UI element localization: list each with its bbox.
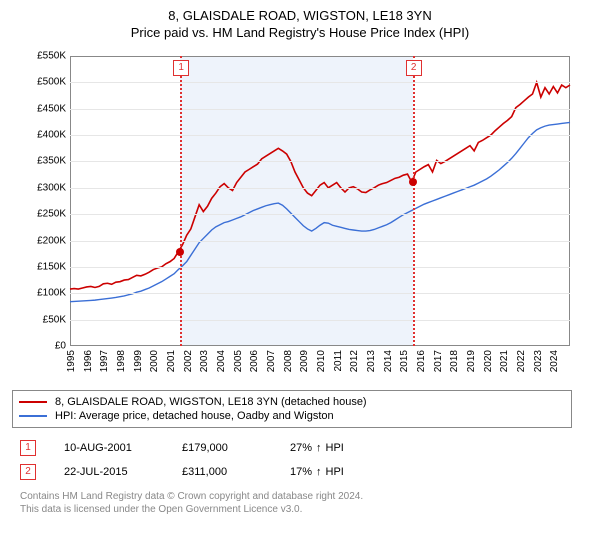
sale-row: 1 10-AUG-2001 £179,000 27% ↑ HPI — [20, 436, 580, 460]
arrow-up-icon: ↑ — [316, 466, 322, 478]
page-title-line2: Price paid vs. HM Land Registry's House … — [12, 25, 588, 40]
y-axis-tick-label: £350K — [26, 156, 66, 167]
sale-delta-label: HPI — [326, 466, 344, 478]
footer-line1: Contains HM Land Registry data © Crown c… — [20, 490, 580, 503]
y-axis-tick-label: £200K — [26, 235, 66, 246]
sale-marker-box: 1 — [173, 60, 189, 76]
y-axis-tick-label: £150K — [26, 261, 66, 272]
sale-point-dot — [409, 178, 417, 186]
chart: £0 £50K £100K £150K £200K £250K £300K £350K £400… — [20, 46, 580, 386]
y-gridline — [70, 293, 570, 294]
x-axis-tick-label: 2014 — [383, 350, 394, 372]
sale-delta: 27% ↑ HPI — [290, 442, 344, 454]
y-axis-tick-label: £300K — [26, 182, 66, 193]
sale-delta-pct: 17% — [290, 466, 312, 478]
y-axis-tick-label: £450K — [26, 103, 66, 114]
sale-delta-pct: 27% — [290, 442, 312, 454]
x-axis-tick-label: 1999 — [133, 350, 144, 372]
y-gridline — [70, 82, 570, 83]
x-axis-tick-label: 2007 — [266, 350, 277, 372]
x-axis-tick-label: 2001 — [166, 350, 177, 372]
x-axis-tick-label: 2009 — [299, 350, 310, 372]
sale-point-dot — [176, 248, 184, 256]
x-axis-tick-label: 2005 — [233, 350, 244, 372]
y-axis-tick-label: £50K — [26, 314, 66, 325]
y-gridline — [70, 267, 570, 268]
sale-marker-line — [413, 56, 415, 346]
y-axis-tick-label: £500K — [26, 77, 66, 88]
x-axis-tick-label: 2019 — [466, 350, 477, 372]
y-gridline — [70, 161, 570, 162]
legend-item-hpi: HPI: Average price, detached house, Oadb… — [19, 409, 565, 423]
sales-table: 1 10-AUG-2001 £179,000 27% ↑ HPI 2 22-JU… — [20, 436, 580, 484]
y-gridline — [70, 109, 570, 110]
footer: Contains HM Land Registry data © Crown c… — [20, 490, 580, 516]
x-axis-tick-label: 2017 — [433, 350, 444, 372]
chart-lines-layer — [70, 56, 570, 346]
legend-label: 8, GLAISDALE ROAD, WIGSTON, LE18 3YN (de… — [55, 396, 367, 408]
x-axis-tick-label: 2024 — [549, 350, 560, 372]
sale-marker: 1 — [20, 440, 36, 456]
legend-label: HPI: Average price, detached house, Oadb… — [55, 410, 334, 422]
x-axis-tick-label: 1997 — [99, 350, 110, 372]
x-axis-tick-label: 2008 — [283, 350, 294, 372]
sale-price: £179,000 — [182, 442, 262, 454]
x-axis-tick-label: 2012 — [349, 350, 360, 372]
y-gridline — [70, 135, 570, 136]
x-axis-tick-label: 2021 — [499, 350, 510, 372]
legend-item-price-paid: 8, GLAISDALE ROAD, WIGSTON, LE18 3YN (de… — [19, 395, 565, 409]
x-axis-tick-label: 1995 — [66, 350, 77, 372]
sale-row: 2 22-JUL-2015 £311,000 17% ↑ HPI — [20, 460, 580, 484]
page-title-line1: 8, GLAISDALE ROAD, WIGSTON, LE18 3YN — [12, 8, 588, 23]
x-axis-tick-label: 2010 — [316, 350, 327, 372]
x-axis-tick-label: 2020 — [483, 350, 494, 372]
sale-date: 22-JUL-2015 — [64, 466, 154, 478]
footer-line2: This data is licensed under the Open Gov… — [20, 503, 580, 516]
y-axis-tick-label: £100K — [26, 288, 66, 299]
sale-date: 10-AUG-2001 — [64, 442, 154, 454]
sale-delta-label: HPI — [326, 442, 344, 454]
x-axis-tick-label: 2003 — [199, 350, 210, 372]
y-gridline — [70, 241, 570, 242]
x-axis-tick-label: 2000 — [149, 350, 160, 372]
sale-marker-line — [180, 56, 182, 346]
x-axis-tick-label: 1998 — [116, 350, 127, 372]
legend-swatch — [19, 401, 47, 403]
x-axis-tick-label: 2011 — [333, 350, 344, 372]
sale-marker: 2 — [20, 464, 36, 480]
y-axis-tick-label: £0 — [26, 341, 66, 352]
x-axis-tick-label: 2022 — [516, 350, 527, 372]
y-axis-tick-label: £250K — [26, 209, 66, 220]
x-axis-tick-label: 1996 — [83, 350, 94, 372]
y-axis-tick-label: £400K — [26, 130, 66, 141]
x-axis-tick-label: 2013 — [366, 350, 377, 372]
legend-swatch — [19, 415, 47, 417]
x-axis-tick-label: 2002 — [183, 350, 194, 372]
y-gridline — [70, 320, 570, 321]
x-axis-tick-label: 2015 — [399, 350, 410, 372]
series-line-price_paid — [70, 82, 570, 289]
arrow-up-icon: ↑ — [316, 442, 322, 454]
sale-delta: 17% ↑ HPI — [290, 466, 344, 478]
sale-price: £311,000 — [182, 466, 262, 478]
y-gridline — [70, 188, 570, 189]
x-axis-tick-label: 2004 — [216, 350, 227, 372]
x-axis-tick-label: 2023 — [533, 350, 544, 372]
y-axis-tick-label: £550K — [26, 51, 66, 62]
x-axis-tick-label: 2018 — [449, 350, 460, 372]
legend: 8, GLAISDALE ROAD, WIGSTON, LE18 3YN (de… — [12, 390, 572, 428]
sale-marker-box: 2 — [406, 60, 422, 76]
x-axis-tick-label: 2016 — [416, 350, 427, 372]
y-gridline — [70, 214, 570, 215]
x-axis-tick-label: 2006 — [249, 350, 260, 372]
